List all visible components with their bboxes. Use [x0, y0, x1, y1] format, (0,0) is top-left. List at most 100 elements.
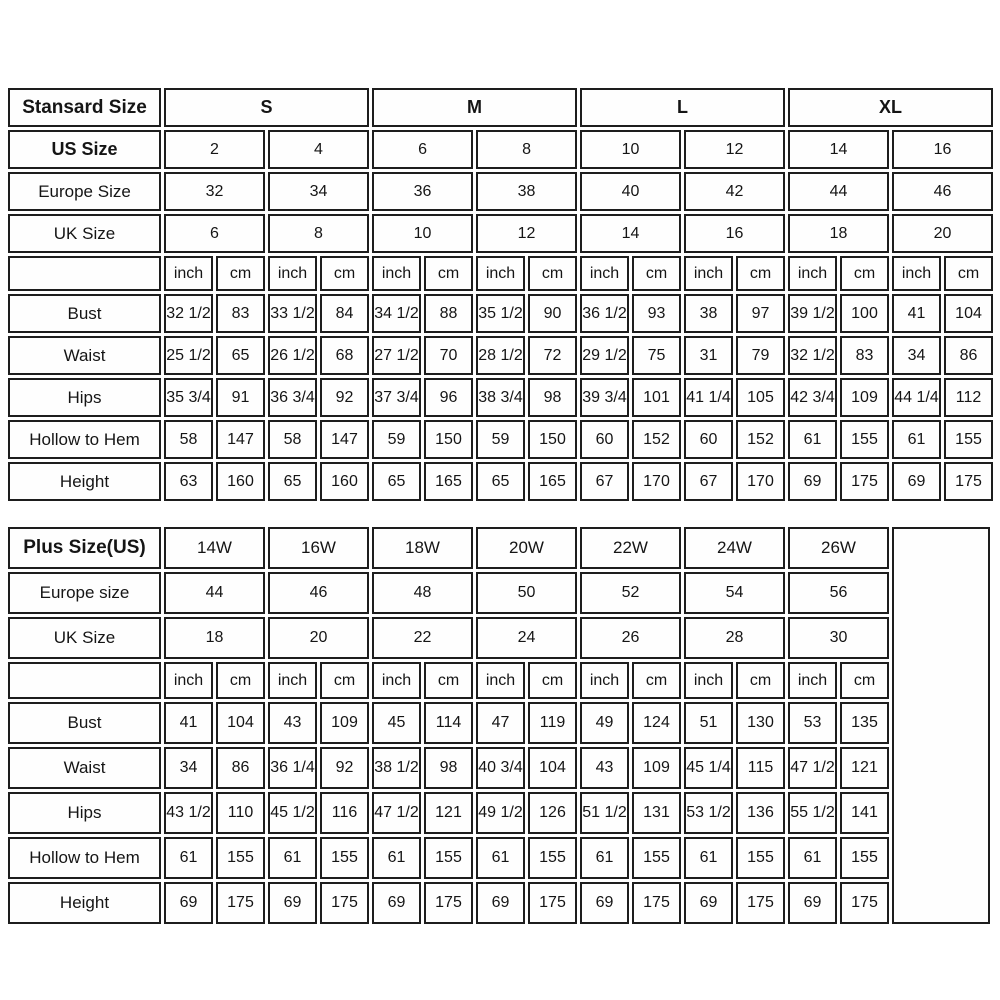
measurement-value-cell: 110 — [216, 792, 265, 834]
measurement-value-cell: 155 — [944, 420, 994, 459]
measurement-row: Hollow to Hem 61 155 61 155 61 155 61 155 61 155 61… — [8, 837, 990, 879]
measurement-value-cell: 160 — [320, 462, 370, 501]
measurement-value-cell: 36 3/4 — [268, 378, 317, 417]
size-value-cell: 42 — [684, 172, 786, 211]
measurement-value-cell: 29 1/2 — [580, 336, 630, 375]
measurement-value-cell: 67 — [684, 462, 734, 501]
measurement-value-cell: 97 — [736, 294, 786, 333]
size-conversion-row: Europe Size 32 34 36 38 40 42 44 46 — [8, 172, 994, 211]
measurement-value-cell: 98 — [528, 378, 578, 417]
unit-header: inch — [476, 662, 525, 699]
measurement-value-cell: 37 3/4 — [372, 378, 422, 417]
size-group-header: L — [580, 88, 786, 127]
measurement-value-cell: 150 — [424, 420, 474, 459]
unit-header: cm — [216, 662, 265, 699]
unit-header: inch — [372, 256, 422, 291]
size-value-cell: 24 — [476, 617, 577, 659]
measurement-value-cell: 61 — [580, 837, 629, 879]
measurement-value-cell: 92 — [320, 378, 370, 417]
measurement-value-cell: 35 3/4 — [164, 378, 213, 417]
row-label: Hollow to Hem — [8, 837, 161, 879]
measurement-value-cell: 70 — [424, 336, 474, 375]
measurement-value-cell: 124 — [632, 702, 681, 744]
size-value-cell: 10 — [372, 214, 474, 253]
measurement-value-cell: 175 — [320, 882, 369, 924]
size-value-cell: 56 — [788, 572, 889, 614]
measurement-value-cell: 69 — [684, 882, 733, 924]
corner-cell — [8, 256, 161, 291]
measurement-value-cell: 43 — [580, 747, 629, 789]
size-group-header: 24W — [684, 527, 785, 569]
row-label: Europe Size — [8, 172, 161, 211]
measurement-value-cell: 41 — [164, 702, 213, 744]
measurement-value-cell: 175 — [216, 882, 265, 924]
size-group-header: 22W — [580, 527, 681, 569]
measurement-value-cell: 61 — [788, 420, 838, 459]
size-conversion-row: Europe size 44 46 48 50 52 54 56 — [8, 572, 990, 614]
measurement-value-cell: 31 — [684, 336, 734, 375]
measurement-row: Hips 43 1/2 110 45 1/2 116 47 1/2 121 49 1/2 126… — [8, 792, 990, 834]
measurement-value-cell: 47 1/2 — [788, 747, 837, 789]
measurement-value-cell: 39 1/2 — [788, 294, 838, 333]
measurement-value-cell: 152 — [736, 420, 786, 459]
measurement-value-cell: 38 1/2 — [372, 747, 421, 789]
size-value-cell: 26 — [580, 617, 681, 659]
measurement-value-cell: 28 1/2 — [476, 336, 526, 375]
measurement-value-cell: 170 — [632, 462, 682, 501]
measurement-value-cell: 61 — [476, 837, 525, 879]
size-value-cell: 18 — [164, 617, 265, 659]
size-value-cell: 12 — [476, 214, 578, 253]
measurement-value-cell: 38 3/4 — [476, 378, 526, 417]
measurement-value-cell: 69 — [892, 462, 942, 501]
measurement-value-cell: 83 — [840, 336, 890, 375]
unit-header: inch — [580, 256, 630, 291]
measurement-row: Hips 35 3/4 91 36 3/4 92 37 3/4 96 38 3/4 98 39 3… — [8, 378, 994, 417]
measurement-value-cell: 43 — [268, 702, 317, 744]
size-group-row: Stansard Size S M L XL — [8, 88, 994, 127]
measurement-value-cell: 40 3/4 — [476, 747, 525, 789]
measurement-value-cell: 152 — [632, 420, 682, 459]
measurement-value-cell: 34 1/2 — [372, 294, 422, 333]
size-group-header: 16W — [268, 527, 369, 569]
unit-header: cm — [736, 256, 786, 291]
measurement-value-cell: 61 — [684, 837, 733, 879]
size-value-cell: 44 — [164, 572, 265, 614]
size-value-cell: 20 — [268, 617, 369, 659]
measurement-value-cell: 150 — [528, 420, 578, 459]
measurement-value-cell: 65 — [372, 462, 422, 501]
table-title: Stansard Size — [8, 88, 161, 127]
measurement-value-cell: 79 — [736, 336, 786, 375]
measurement-value-cell: 86 — [216, 747, 265, 789]
measurement-value-cell: 47 1/2 — [372, 792, 421, 834]
row-label: UK Size — [8, 617, 161, 659]
measurement-value-cell: 92 — [320, 747, 369, 789]
measurement-value-cell: 175 — [736, 882, 785, 924]
measurement-value-cell: 36 1/2 — [580, 294, 630, 333]
unit-header: inch — [476, 256, 526, 291]
measurement-value-cell: 36 1/4 — [268, 747, 317, 789]
measurement-value-cell: 121 — [840, 747, 889, 789]
table-title: Plus Size(US) — [8, 527, 161, 569]
measurement-value-cell: 44 1/4 — [892, 378, 942, 417]
measurement-value-cell: 84 — [320, 294, 370, 333]
row-label: Hollow to Hem — [8, 420, 161, 459]
size-conversion-row: UK Size 6 8 10 12 14 16 18 20 — [8, 214, 994, 253]
measurement-value-cell: 155 — [736, 837, 785, 879]
measurement-value-cell: 131 — [632, 792, 681, 834]
measurement-value-cell: 175 — [424, 882, 473, 924]
measurement-row: Bust 41 104 43 109 45 114 47 119 49 124 51 130 53 135 — [8, 702, 990, 744]
measurement-value-cell: 141 — [840, 792, 889, 834]
measurement-value-cell: 60 — [684, 420, 734, 459]
measurement-value-cell: 41 — [892, 294, 942, 333]
size-value-cell: 2 — [164, 130, 265, 169]
measurement-value-cell: 130 — [736, 702, 785, 744]
measurement-value-cell: 34 — [164, 747, 213, 789]
measurement-value-cell: 115 — [736, 747, 785, 789]
size-group-header: XL — [788, 88, 994, 127]
measurement-value-cell: 90 — [528, 294, 578, 333]
measurement-value-cell: 160 — [216, 462, 265, 501]
measurement-value-cell: 32 1/2 — [788, 336, 838, 375]
size-value-cell: 4 — [268, 130, 370, 169]
size-value-cell: 14 — [580, 214, 682, 253]
unit-header: inch — [788, 662, 837, 699]
